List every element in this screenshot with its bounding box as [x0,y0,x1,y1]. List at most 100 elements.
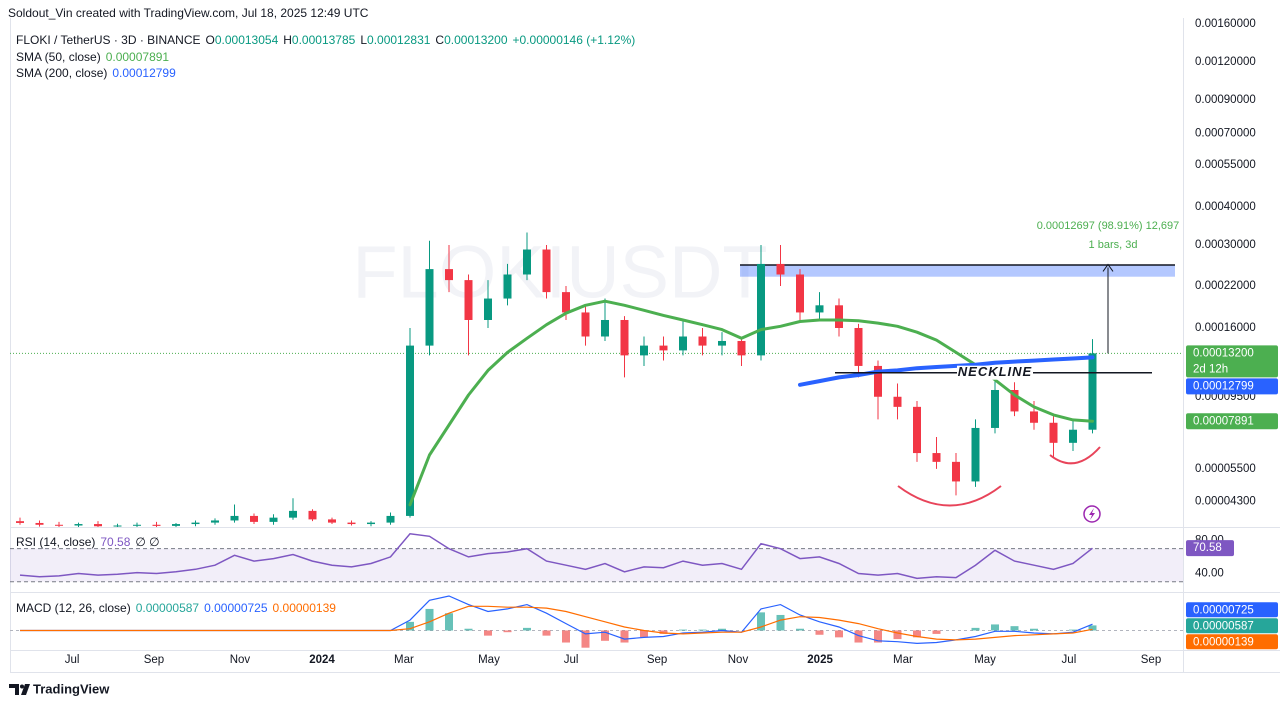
alert-icon[interactable] [1083,505,1101,523]
macd-histogram-bar [991,624,999,631]
x-tick-label: Sep [144,654,164,666]
candle-body [289,510,297,518]
candle-body [55,524,63,526]
x-tick-label: Mar [893,654,913,666]
brand: TradingView [33,681,110,696]
macd-histogram-bar [464,628,473,631]
macd-histogram-bar [971,627,980,631]
candle-body [659,345,668,351]
macd-tag [1186,634,1278,650]
macd-histogram-bar [874,630,882,643]
price-tag [1186,378,1278,395]
x-tick-label: Jul [65,654,80,666]
rsi-extra: ∅ ∅ [135,535,159,549]
indicator-value: 0.00007891 [106,50,170,64]
candle-body [796,274,804,313]
macd-histogram-bar [698,629,707,631]
x-tick-label: Nov [728,654,749,666]
candle-body [757,263,765,356]
pattern-arc [1049,446,1101,465]
macd-histogram-bar [406,621,414,631]
macd-histogram-bar [932,630,941,634]
macd-legend-value: 0.00000725 [204,601,268,615]
y-tick-label: 0.00055000 [1195,159,1256,171]
macd-histogram-bar [581,630,590,648]
rsi-tag [1186,540,1234,557]
candle-body [308,510,317,520]
rsi-value: 70.58 [100,535,130,549]
candle-body [35,522,44,525]
candle-body [601,319,609,337]
ohlc-key: O [206,33,215,47]
x-tick-label: May [478,654,500,666]
price-tag-sub: 2d 12h [1193,363,1228,375]
candle-body [913,406,921,454]
macd-histogram-bar [776,614,785,631]
candle-body [991,389,999,428]
price-tag [1186,345,1278,378]
candle-body [464,280,473,320]
candle-body [679,336,687,351]
macd-tag [1186,602,1278,618]
candle-body [1010,389,1019,412]
y-tick-label: 0.00120000 [1195,56,1256,68]
macd-tag-label: 0.00000587 [1193,620,1254,632]
ohlc-value: 0.00013785 [292,33,356,47]
price-pane [10,232,1183,527]
candle-body [698,336,707,346]
candle-body [133,524,141,526]
candle-body [952,461,960,482]
rsi-pane [10,533,1183,583]
candle-body [367,522,375,525]
macd-legend-value: 0.00000587 [136,601,200,615]
price-tag-label: 0.00012799 [1193,380,1254,392]
macd-tag [1186,618,1278,634]
macd-histogram-bar [1030,628,1038,631]
candle-body [737,340,746,356]
candle-body [503,274,512,299]
candle-body [835,305,843,328]
macd-histogram-bar [854,630,863,643]
candle-body [854,327,863,366]
x-tick-label: May [974,654,996,666]
ohlc-value: 0.00013054 [215,33,279,47]
macd-histogram-bar [1010,626,1019,631]
pane-borders [10,18,1280,673]
x-tick-label: 2025 [807,654,833,666]
macd-tag-label: 0.00000139 [1193,636,1254,648]
measure-label: 0.00012697 (98.91%) 12,697 [1037,220,1180,232]
macd-histogram-bar [893,630,902,640]
macd-histogram-bar [815,630,824,635]
macd-histogram-bar [913,630,921,638]
macd-pane [10,595,1183,648]
macd-legend-value: 0.00000139 [273,601,337,615]
resistance-zone [740,264,1175,277]
macd-histogram-bar [1088,625,1097,631]
candle-body [581,312,590,337]
candle-body [211,520,219,523]
rsi-line [19,533,1093,580]
candle-body [815,305,824,313]
candle-body [152,524,161,526]
watermark: FLOKIUSDT [352,231,767,314]
x-tick-label: Jul [1062,654,1077,666]
macd-histogram-bar [523,627,531,631]
x-tick-label: Jul [564,654,579,666]
ohlc-key: H [283,33,292,47]
rsi-tag-label: 70.58 [1193,542,1222,554]
candle-body [74,524,83,526]
candle-body [191,522,200,525]
macd-histogram-bar [445,613,453,631]
candle-body [16,521,24,523]
indicator-name: SMA (200, close) [16,66,107,80]
candle-body [874,365,882,397]
y-tick-label: 0.00070000 [1195,127,1256,139]
candle-body [347,522,356,525]
indicator-name: SMA (50, close) [16,50,101,64]
ohlc-value: 0.00013200 [444,33,508,47]
candle-body [523,249,531,275]
y-tick-label: 0.00090000 [1195,94,1256,106]
candle-body [932,453,941,462]
macd-histogram-bar [542,630,551,636]
